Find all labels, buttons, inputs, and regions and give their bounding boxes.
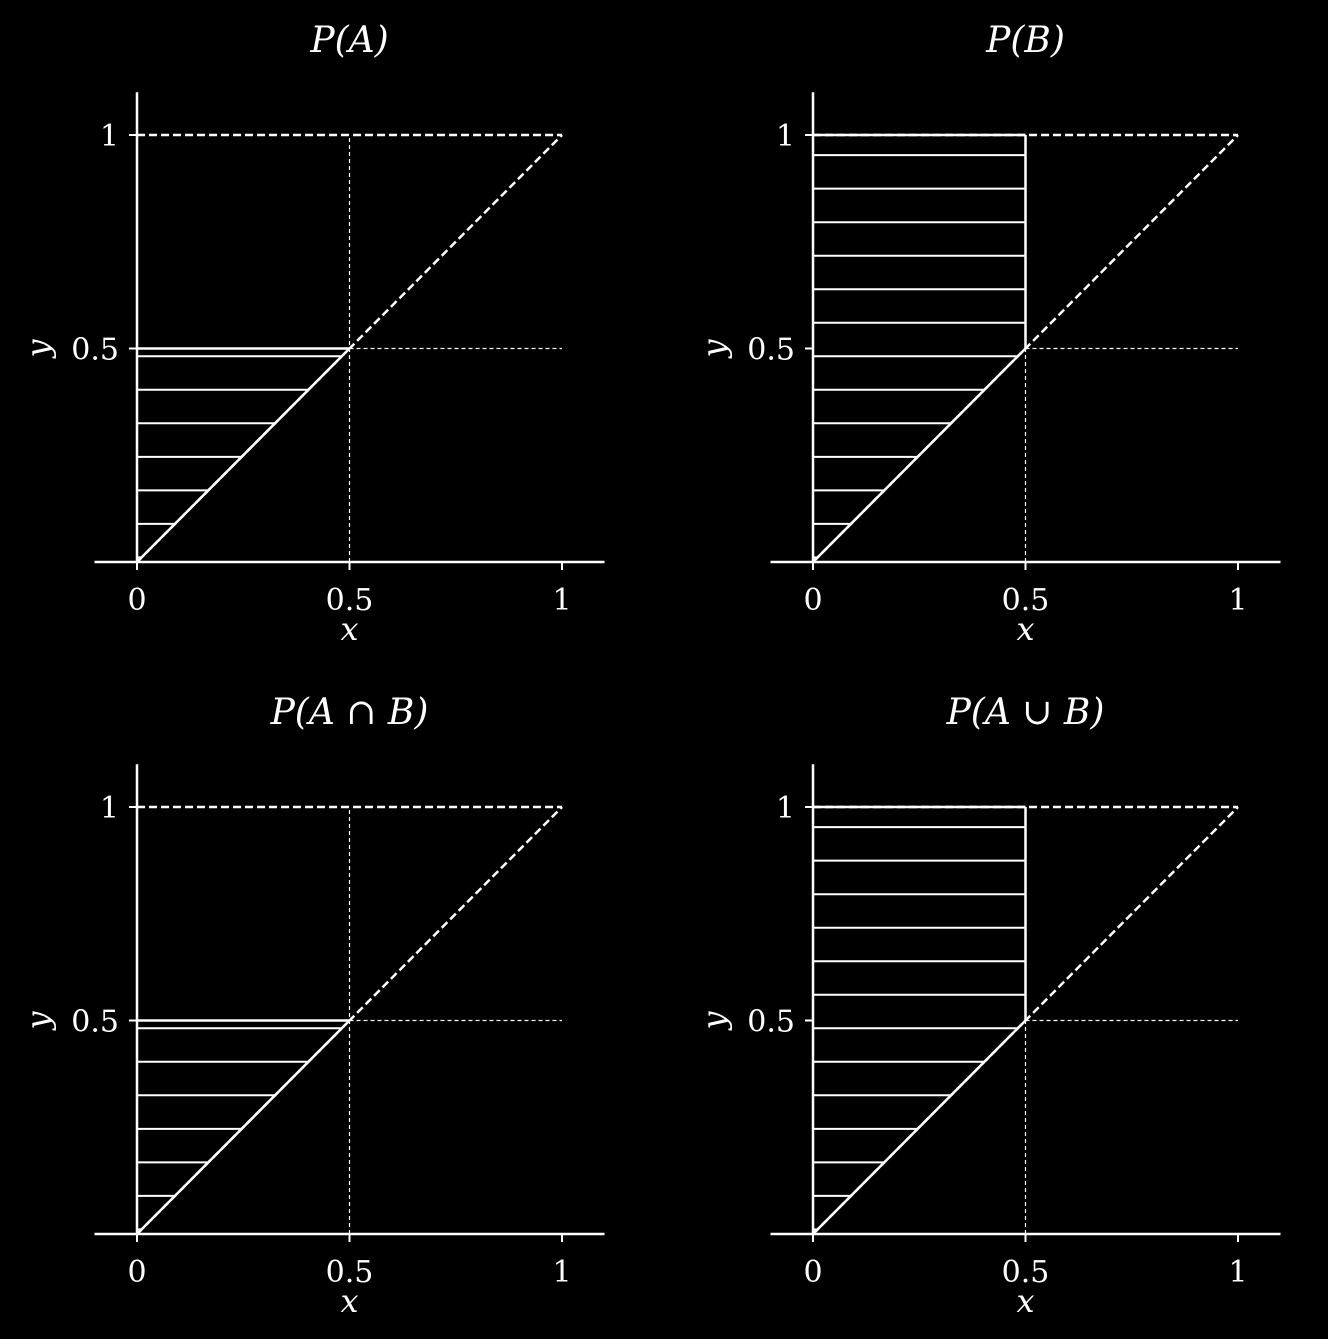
panel-3: P(A ∩ B) 0 0.5 1 0.5 1 x y (19, 692, 605, 1320)
x-tick-label: 0.5 (1002, 1255, 1050, 1290)
panel-1: P(A) 0 0.5 1 0.5 1 x y (19, 20, 605, 648)
y-tick-label: 1 (100, 119, 119, 154)
x-axis-label: x (1016, 610, 1034, 648)
panel-title: P(B) (985, 20, 1065, 61)
panel-2: P(B) 0 0.5 1 0.5 1 x y (695, 20, 1281, 648)
y-tick-label: 1 (100, 791, 119, 826)
x-tick-label: 0.5 (326, 583, 374, 618)
y-axis-label: y (19, 339, 57, 360)
x-tick-label: 0 (127, 583, 146, 618)
region-diagonal-edge (136, 1019, 351, 1235)
x-axis-label: x (1016, 1282, 1034, 1320)
x-tick-label: 0.5 (1002, 583, 1050, 618)
x-tick-label: 1 (1228, 1255, 1247, 1290)
panel-title: P(A ∪ B) (946, 692, 1105, 733)
x-tick-label: 0 (803, 1255, 822, 1290)
y-tick-label: 0.5 (747, 333, 795, 368)
panel-title: P(A) (309, 20, 388, 61)
region-diagonal-edge (136, 347, 351, 563)
y-axis-label: y (695, 1011, 733, 1032)
x-tick-label: 0.5 (326, 1255, 374, 1290)
y-tick-label: 1 (776, 791, 795, 826)
region-diagonal-edge (812, 347, 1027, 563)
x-axis-label: x (340, 1282, 358, 1320)
x-tick-label: 1 (1228, 583, 1247, 618)
y-axis-label: y (695, 339, 733, 360)
panel-4: P(A ∪ B) 0 0.5 1 0.5 1 x y (695, 692, 1281, 1320)
y-tick-label: 1 (776, 119, 795, 154)
panel-title: P(A ∩ B) (270, 692, 429, 733)
y-tick-label: 0.5 (71, 333, 119, 368)
region-diagonal-edge (812, 1019, 1027, 1235)
y-tick-label: 0.5 (747, 1005, 795, 1040)
x-axis-label: x (340, 610, 358, 648)
x-tick-label: 0 (127, 1255, 146, 1290)
x-tick-label: 0 (803, 583, 822, 618)
x-tick-label: 1 (552, 583, 571, 618)
x-tick-label: 1 (552, 1255, 571, 1290)
y-tick-label: 0.5 (71, 1005, 119, 1040)
y-axis-label: y (19, 1011, 57, 1032)
